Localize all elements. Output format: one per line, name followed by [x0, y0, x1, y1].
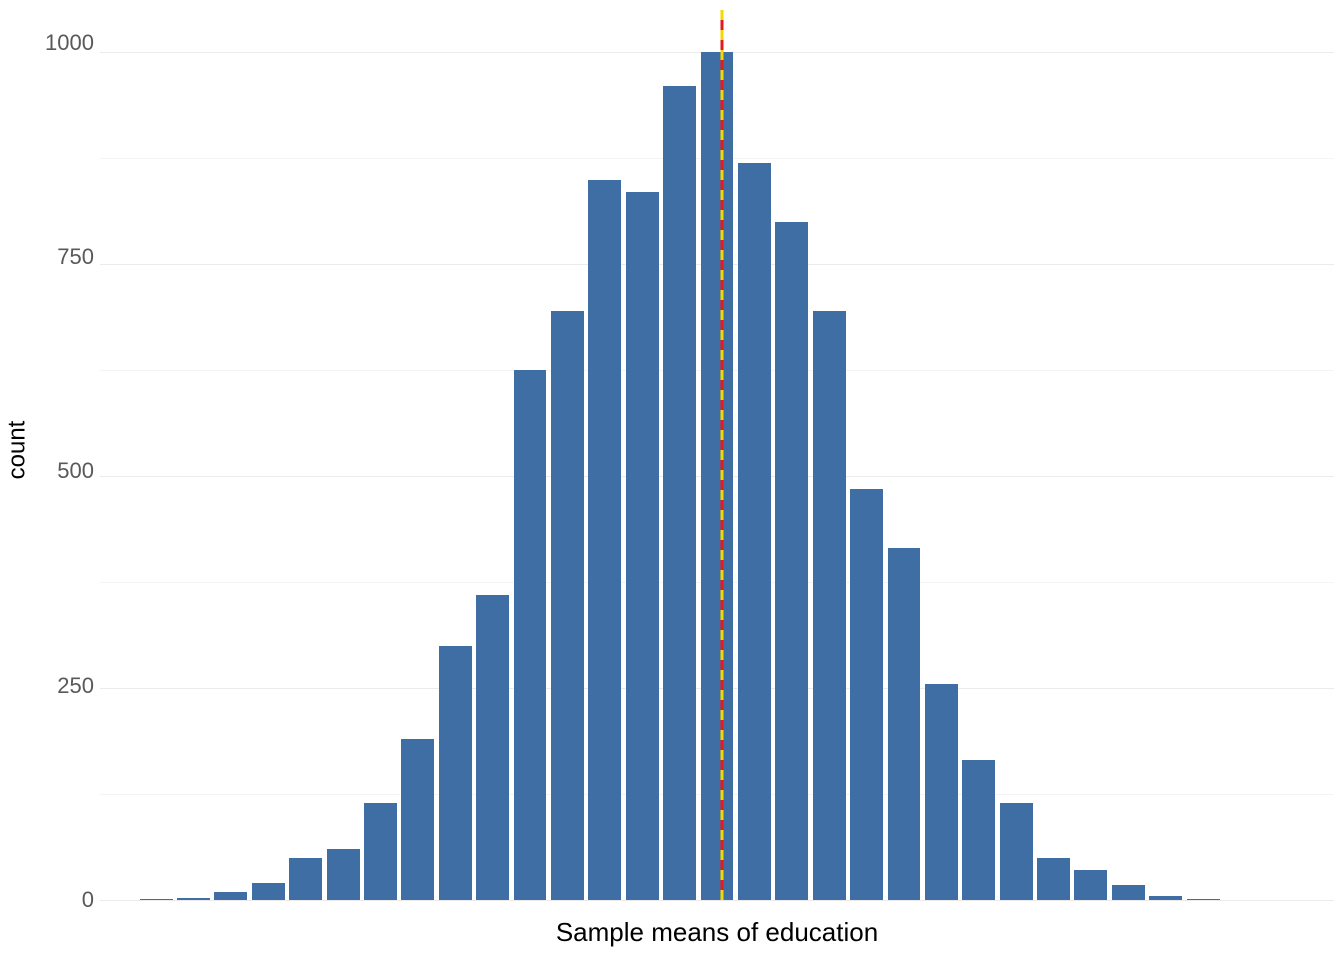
y-tick-label: 750 — [57, 244, 94, 270]
y-axis-label: count — [3, 421, 31, 480]
histogram-bar — [1037, 858, 1070, 900]
histogram-bar — [962, 760, 995, 900]
histogram-bar — [588, 180, 621, 900]
histogram-bar — [476, 595, 509, 900]
histogram-bar — [1074, 870, 1107, 900]
histogram-bar — [401, 739, 434, 900]
histogram-bar — [439, 646, 472, 900]
bars-layer — [100, 10, 1334, 900]
histogram-bar — [252, 883, 285, 900]
x-axis-label: Sample means of education — [100, 912, 1334, 952]
histogram-bar — [327, 849, 360, 900]
histogram-bar — [925, 684, 958, 900]
y-axis-ticks: 02505007501000 — [34, 0, 100, 900]
plot-area — [100, 10, 1334, 900]
histogram-bar — [1000, 803, 1033, 900]
histogram-bar — [551, 311, 584, 900]
histogram-bar — [850, 489, 883, 900]
histogram-bar — [1112, 885, 1145, 900]
histogram-bar — [514, 370, 547, 900]
histogram-bar — [364, 803, 397, 900]
grid-line — [100, 900, 1334, 901]
histogram-bar — [663, 86, 696, 900]
histogram-bar — [888, 548, 921, 900]
y-axis-label-container: count — [0, 0, 34, 900]
histogram-bar — [140, 899, 173, 900]
histogram-bar — [1187, 899, 1220, 900]
histogram-bar — [701, 52, 734, 900]
y-tick-label: 250 — [57, 673, 94, 699]
histogram-bar — [177, 898, 210, 900]
histogram-bar — [289, 858, 322, 900]
histogram-bar — [813, 311, 846, 900]
mean-line-yellow — [720, 10, 723, 900]
histogram-bar — [626, 192, 659, 900]
y-tick-label: 0 — [82, 887, 94, 913]
y-tick-label: 1000 — [45, 30, 94, 56]
histogram-bar — [214, 892, 247, 900]
histogram-chart: count 0 250 500 750 1000 Sample means of edu… — [0, 0, 1344, 960]
y-tick-label: 500 — [57, 458, 94, 484]
histogram-bar — [775, 222, 808, 900]
histogram-bar — [1149, 896, 1182, 900]
histogram-bar — [738, 163, 771, 900]
